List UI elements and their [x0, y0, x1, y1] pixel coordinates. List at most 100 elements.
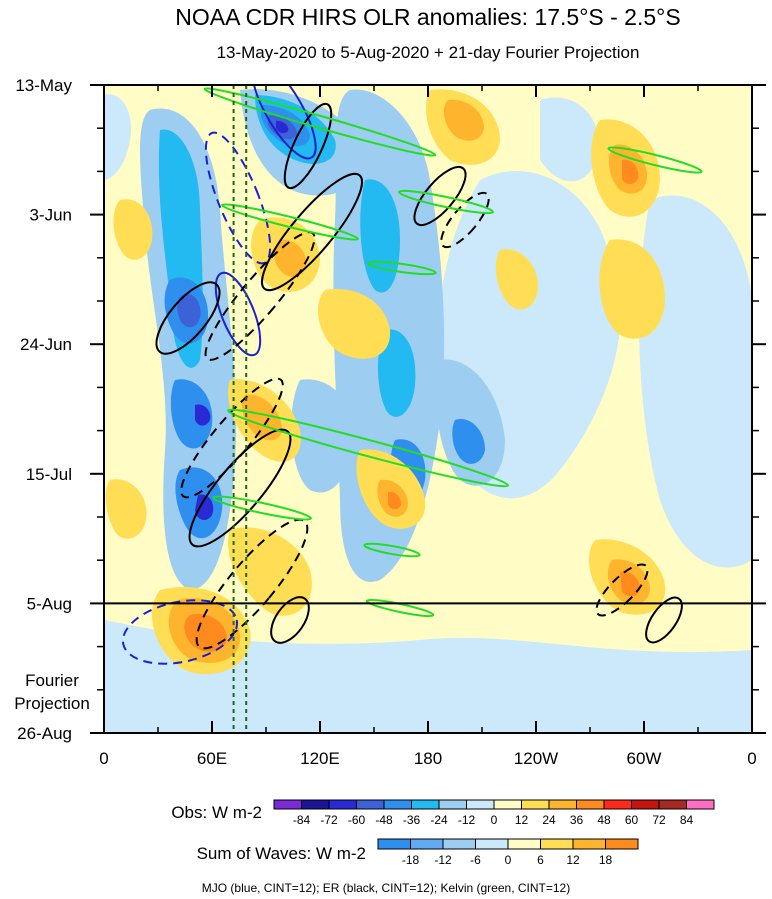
anomaly-region	[195, 404, 211, 426]
anomaly-region	[105, 479, 147, 539]
colorbar-level: -72	[320, 813, 338, 827]
colorbar-level: 6	[537, 853, 544, 867]
contour-legend-footnote: MJO (blue, CINT=12); ER (black, CINT=12)…	[202, 881, 570, 895]
er-contour	[155, 281, 221, 355]
colorbar-box	[521, 799, 550, 810]
anomaly-region	[195, 494, 214, 521]
colorbar-level: 84	[680, 813, 694, 827]
colorbar-label: Obs: W m-2	[171, 803, 262, 822]
kelvin-contour	[221, 203, 359, 241]
anomaly-region	[104, 620, 752, 733]
anomaly-region	[443, 99, 484, 141]
colorbar-box	[548, 799, 577, 810]
er-contour	[595, 563, 649, 617]
colorbar-level: 36	[570, 813, 584, 827]
kelvin-contour	[363, 542, 421, 558]
colorbar-box	[572, 838, 606, 850]
anomaly-region	[377, 329, 416, 417]
kelvin-contour	[398, 189, 494, 215]
colorbar-box	[438, 799, 467, 810]
colorbar-level: -48	[375, 813, 393, 827]
colorbar-level: 48	[597, 813, 611, 827]
colorbar-box	[356, 799, 385, 810]
anomaly-region	[276, 120, 289, 134]
colorbar-box	[377, 838, 411, 850]
colorbar-level: 24	[542, 813, 556, 827]
waves-colorbar: -18 -12 -6 0 6 12 18 Sum of Waves: W m-2	[197, 838, 639, 867]
anomaly-region	[184, 613, 227, 652]
kelvin-contour	[607, 146, 703, 174]
colorbar-level: -60	[348, 813, 366, 827]
colorbar-level: -12	[434, 853, 452, 867]
x-tick-label: 0	[747, 749, 756, 768]
anomaly-region	[540, 97, 600, 182]
colorbar-level: 72	[652, 813, 666, 827]
obs-colorbar: -84 -72 -60 -48 -36 -24 -12 0 12 24 36 48 60 72 84 Obs:…	[171, 799, 715, 827]
colorbar-level: -84	[293, 813, 311, 827]
anomaly-region	[452, 419, 485, 464]
colorbar-label: Sum of Waves: W m-2	[197, 844, 366, 863]
colorbar-box	[475, 838, 509, 850]
er-contour	[270, 596, 310, 644]
er-contour	[645, 596, 683, 644]
anomaly-region	[113, 199, 153, 260]
colorbar-box	[658, 799, 687, 810]
chart-title: NOAA CDR HIRS OLR anomalies: 17.5°S - 2.…	[175, 4, 680, 30]
mjo-contour	[204, 131, 272, 265]
colorbar-box	[466, 799, 495, 810]
colorbar-level: 0	[505, 853, 512, 867]
y-axis: 13-May 3-Jun 24-Jun 15-Jul 5-Aug 26-Aug	[15, 76, 766, 743]
y-tick-label: 26-Aug	[17, 724, 72, 743]
x-tick-label: 120W	[514, 749, 558, 768]
colorbar-box	[686, 799, 715, 810]
anomaly-region	[274, 239, 307, 278]
anomaly-region	[622, 159, 639, 185]
er-contour	[283, 102, 333, 190]
anomaly-region	[495, 249, 539, 310]
mjo-contour	[214, 271, 262, 357]
colorbar-box	[411, 799, 440, 810]
colorbar-box	[605, 838, 639, 850]
mjo-contour	[251, 85, 317, 160]
colorbar-box	[328, 799, 357, 810]
colorbar-level: 18	[599, 853, 613, 867]
colorbar-level: -6	[470, 853, 481, 867]
x-tick-label: 0	[99, 749, 108, 768]
colorbar-level: -12	[458, 813, 476, 827]
olr-anomaly-field	[104, 89, 752, 733]
kelvin-contour	[367, 260, 437, 276]
er-contour	[195, 518, 309, 650]
y-tick-label: 3-Jun	[29, 206, 72, 225]
colorbar-box	[540, 838, 574, 850]
colorbar-level: -36	[403, 813, 421, 827]
y-tick-label: 13-May	[15, 76, 72, 95]
y-tick-label: 24-Jun	[20, 335, 72, 354]
colorbar-level: 12	[566, 853, 580, 867]
anomaly-region	[291, 379, 353, 493]
anomaly-region	[620, 571, 641, 597]
colorbar-box	[507, 838, 541, 850]
colorbar-box	[631, 799, 660, 810]
projection-label-line2: Projection	[14, 694, 90, 713]
anomaly-region	[104, 94, 131, 180]
x-tick-label: 180	[414, 749, 442, 768]
colorbar-box	[576, 799, 605, 810]
x-tick-label: 60E	[197, 749, 227, 768]
y-tick-label: 5-Aug	[27, 594, 72, 613]
wave-contours	[121, 85, 703, 665]
x-tick-label: 60W	[627, 749, 662, 768]
colorbar-level: -18	[402, 853, 420, 867]
colorbar-box	[493, 799, 522, 810]
kelvin-contour	[212, 495, 312, 521]
colorbar-box	[383, 799, 412, 810]
colorbar-level: -24	[430, 813, 448, 827]
colorbar-box	[273, 799, 302, 810]
colorbar-box	[603, 799, 632, 810]
anomaly-region	[639, 195, 752, 568]
kelvin-contour	[226, 408, 510, 488]
anomaly-region	[228, 527, 312, 616]
colorbar-level: 12	[515, 813, 529, 827]
colorbar-box	[410, 838, 444, 850]
x-tick-label: 120E	[300, 749, 340, 768]
